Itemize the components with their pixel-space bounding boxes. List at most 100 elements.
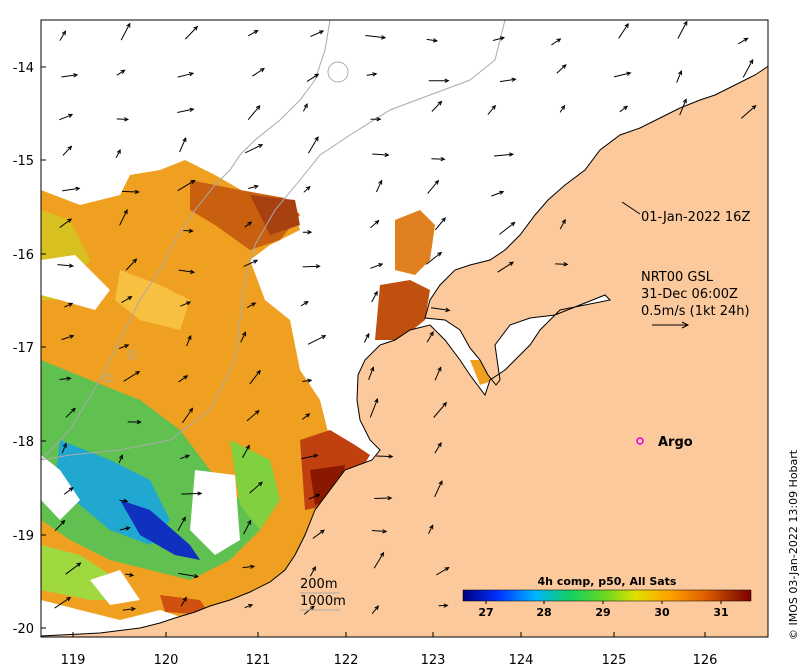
current-vector-head xyxy=(123,209,128,215)
current-vector-head xyxy=(127,296,133,301)
current-vector-head xyxy=(556,38,562,43)
current-vector xyxy=(249,481,263,494)
current-vector xyxy=(180,597,187,607)
current-vector xyxy=(301,413,310,420)
current-vector-head xyxy=(61,30,66,36)
y-tick-minus20: -20 xyxy=(13,622,34,637)
current-vector xyxy=(178,375,188,383)
current-vector-head xyxy=(682,98,687,104)
current-vector-head xyxy=(76,562,82,567)
current-vector xyxy=(426,38,437,42)
current-vector xyxy=(62,187,80,192)
current-vector xyxy=(119,344,129,349)
current-vector xyxy=(61,443,67,454)
land-mass xyxy=(41,65,768,637)
current-vector xyxy=(243,259,258,267)
current-vector xyxy=(179,137,187,153)
time-pointer-line xyxy=(621,201,641,215)
current-vector xyxy=(307,335,326,345)
current-vector-head xyxy=(66,596,72,602)
current-vector-head xyxy=(678,70,683,76)
current-vector xyxy=(499,78,516,83)
current-vector-head xyxy=(73,73,79,78)
current-vector-head xyxy=(68,113,74,118)
current-vector-head xyxy=(321,335,327,340)
x-axis: 119 120 121 122 123 124 125 126 xyxy=(61,632,718,668)
current-vector xyxy=(302,379,312,382)
current-vector-head xyxy=(374,397,379,404)
current-vector xyxy=(492,37,505,41)
current-vector xyxy=(497,261,514,273)
current-vector xyxy=(61,335,74,341)
isobath-200m-label: 200m xyxy=(300,577,337,592)
current-vector-head xyxy=(182,137,187,143)
current-vector-head xyxy=(437,100,443,106)
current-vector xyxy=(177,108,194,113)
x-tick-119: 119 xyxy=(61,653,86,668)
current-vector-head xyxy=(508,152,515,157)
current-vector-head xyxy=(365,332,370,338)
current-vector xyxy=(244,144,263,154)
current-vector xyxy=(186,335,192,347)
current-vector-head xyxy=(66,376,72,381)
current-vector xyxy=(306,73,319,82)
current-vector xyxy=(63,487,74,495)
current-vector-head xyxy=(429,524,434,530)
current-vector-head xyxy=(188,228,194,234)
current-vector-head xyxy=(499,190,505,195)
current-vector-head xyxy=(376,116,382,122)
current-vector-head xyxy=(193,25,199,31)
current-vector-head xyxy=(67,145,73,151)
current-vector-head xyxy=(307,230,313,235)
current-vector xyxy=(181,408,193,424)
current-vector-head xyxy=(254,409,260,415)
current-vector xyxy=(425,252,442,265)
colorbar-label-28: 28 xyxy=(536,606,551,619)
plot-frame xyxy=(40,19,769,638)
current-vector xyxy=(115,149,121,159)
current-vector-head xyxy=(132,258,138,264)
product-label-line1: NRT00 GSL xyxy=(641,270,714,285)
current-vector xyxy=(240,332,246,343)
current-vector-head xyxy=(388,454,394,459)
current-vector-head xyxy=(120,69,126,74)
current-vector xyxy=(677,21,688,39)
current-vector-head xyxy=(188,407,194,413)
current-vector xyxy=(62,145,72,156)
current-vector-head xyxy=(305,185,311,191)
current-vector-head xyxy=(255,105,261,110)
current-vector-head xyxy=(189,107,195,112)
current-vector xyxy=(118,455,123,464)
current-vector xyxy=(308,494,320,500)
current-vector xyxy=(428,525,434,535)
current-vector xyxy=(493,153,513,157)
current-vector-head xyxy=(560,104,566,110)
current-vector xyxy=(374,497,392,499)
current-vector xyxy=(619,105,628,113)
y-tick-minus15: -15 xyxy=(13,154,34,169)
current-vector xyxy=(427,180,439,194)
y-tick-minus14: -14 xyxy=(13,61,34,76)
current-vector-head xyxy=(311,566,316,572)
current-vector xyxy=(65,408,76,418)
current-vector xyxy=(676,70,682,83)
current-vector-head xyxy=(491,104,497,110)
current-vector xyxy=(491,191,504,197)
current-vector xyxy=(559,105,566,113)
colorbar-gradient xyxy=(462,589,752,602)
current-vector-head xyxy=(68,487,74,492)
current-vector xyxy=(372,153,389,156)
current-vector xyxy=(177,72,194,78)
current-vector xyxy=(370,263,383,269)
current-vector xyxy=(181,492,202,495)
current-vector xyxy=(249,370,261,385)
x-tick-126: 126 xyxy=(693,653,718,668)
current-vector xyxy=(116,69,125,76)
current-vector xyxy=(370,220,379,229)
current-vector xyxy=(369,398,378,418)
current-vector-head xyxy=(438,480,443,486)
current-vector xyxy=(252,68,265,77)
current-vector-head xyxy=(185,454,191,459)
current-vector xyxy=(54,520,65,532)
current-vector-head xyxy=(623,105,629,111)
